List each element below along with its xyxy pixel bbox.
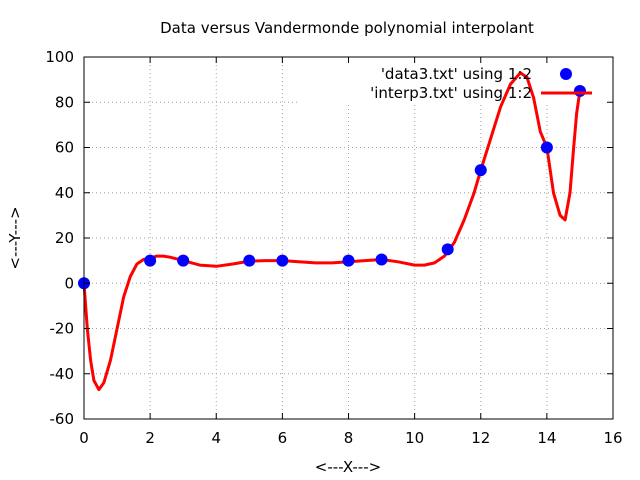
- plot-series: [78, 71, 586, 392]
- x-tick-label: 12: [471, 429, 490, 447]
- legend: 'data3.txt' using 1:2'interp3.txt' using…: [370, 65, 592, 102]
- axis-ticks: 0 2 4 6 8 10 12 14 16 -60 -40 -20 0 20 40 60 80 100: [45, 48, 622, 447]
- y-axis-label: <---Y--->: [6, 206, 24, 269]
- legend-marker-points: [560, 68, 572, 80]
- x-tick-label: 8: [344, 429, 354, 447]
- x-tick-label: 10: [405, 429, 424, 447]
- data-point: [243, 254, 256, 267]
- data-point: [474, 164, 487, 177]
- chart-title: Data versus Vandermonde polynomial inter…: [160, 19, 534, 37]
- y-tick-label: 20: [55, 229, 74, 247]
- legend-label: 'data3.txt' using 1:2: [381, 65, 532, 83]
- data-point: [540, 141, 553, 154]
- y-tick-label: -20: [50, 320, 75, 338]
- data-point: [276, 254, 289, 267]
- y-tick-label: 60: [55, 139, 74, 157]
- grid: [84, 57, 613, 419]
- y-tick-label: 40: [55, 184, 74, 202]
- y-tick-label: 0: [64, 274, 74, 292]
- x-tick-label: 14: [537, 429, 556, 447]
- x-tick-label: 4: [211, 429, 221, 447]
- y-tick-label: 80: [55, 93, 74, 111]
- data-point: [573, 84, 586, 97]
- y-tick-label: 100: [45, 48, 74, 66]
- data-point: [441, 243, 454, 256]
- y-tick-label: -40: [50, 365, 75, 383]
- x-tick-label: 6: [278, 429, 288, 447]
- x-tick-label: 0: [79, 429, 89, 447]
- data-point: [144, 254, 157, 267]
- x-tick-label: 16: [603, 429, 622, 447]
- x-axis-label: <---X--->: [315, 458, 381, 476]
- data-point: [342, 254, 355, 267]
- y-tick-label: -60: [50, 410, 75, 428]
- data-point: [177, 254, 190, 267]
- x-tick-label: 2: [145, 429, 155, 447]
- legend-label: 'interp3.txt' using 1:2: [370, 84, 532, 102]
- data-point: [375, 253, 388, 266]
